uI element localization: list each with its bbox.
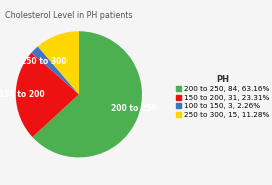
Wedge shape [32,46,79,94]
Wedge shape [32,31,142,157]
Text: Cholesterol Level in PH patients: Cholesterol Level in PH patients [5,11,133,20]
Wedge shape [16,53,79,137]
Text: 250 to 300: 250 to 300 [21,57,67,66]
Legend: 200 to 250, 84, 63.16%, 150 to 200, 31, 23.31%, 100 to 150, 3, 2.26%, 250 to 300: 200 to 250, 84, 63.16%, 150 to 200, 31, … [174,73,271,119]
Text: 200 to 250: 200 to 250 [111,104,156,113]
Text: 150 to 200: 150 to 200 [0,90,44,99]
Wedge shape [38,31,79,94]
